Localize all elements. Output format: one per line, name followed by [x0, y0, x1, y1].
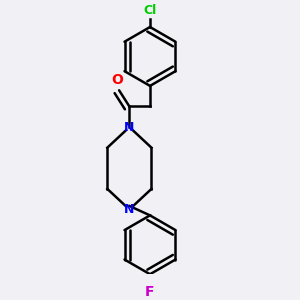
Text: F: F	[145, 284, 155, 298]
Text: N: N	[124, 203, 135, 216]
Text: Cl: Cl	[143, 4, 157, 17]
Text: O: O	[112, 74, 124, 87]
Text: N: N	[124, 121, 135, 134]
